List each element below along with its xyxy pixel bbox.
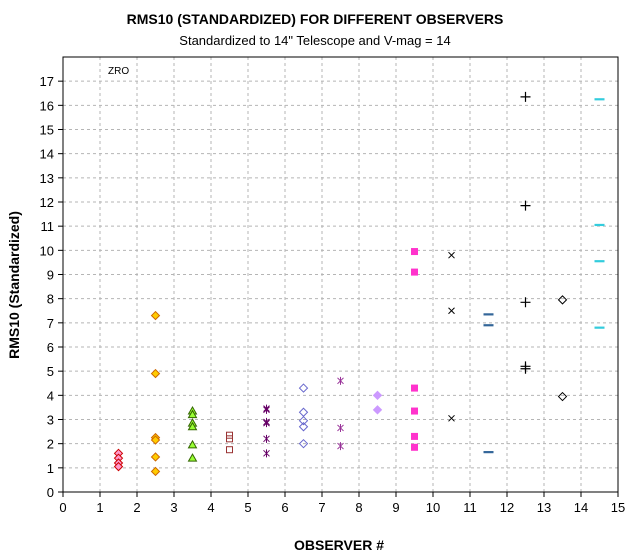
y-tick-label: 14 <box>40 147 54 162</box>
y-tick-label: 5 <box>47 364 54 379</box>
data-point <box>150 466 161 477</box>
x-tick-label: 9 <box>392 500 399 515</box>
x-tick-label: 7 <box>318 500 325 515</box>
x-tick-label: 4 <box>207 500 214 515</box>
plot-area: 0 1 2 3 4 5 6 7 8 9 10 11 12 13 14 15012345678910111213… <box>40 56 625 515</box>
y-tick-label: 13 <box>40 171 54 186</box>
data-point <box>411 248 418 256</box>
x-tick-label: 14 <box>574 500 588 515</box>
data-point <box>448 414 455 422</box>
y-tick-label: 1 <box>47 461 54 476</box>
x-tick-label: 8 <box>355 500 362 515</box>
data-point <box>113 461 124 472</box>
x-tick-label: 1 <box>96 500 103 515</box>
x-tick-label: 15 <box>611 500 625 515</box>
data-point <box>298 438 309 449</box>
data-point <box>150 452 161 462</box>
data-point <box>298 416 309 426</box>
y-tick-label: 15 <box>40 123 54 138</box>
data-point <box>337 423 344 432</box>
y-tick-label: 7 <box>47 316 54 331</box>
x-tick-label: 11 <box>463 500 477 515</box>
data-point <box>411 443 418 451</box>
annotation-zro: ZRO <box>108 66 129 77</box>
y-tick-label: 10 <box>40 243 54 258</box>
data-point <box>448 251 455 259</box>
y-tick-label: 2 <box>47 437 54 452</box>
x-tick-label: 3 <box>170 500 177 515</box>
data-point <box>187 409 198 419</box>
x-tick-label: 5 <box>244 500 251 515</box>
data-point <box>337 376 344 385</box>
data-point <box>298 383 309 393</box>
data-point <box>520 200 531 211</box>
x-axis-label: OBSERVER # <box>294 537 384 553</box>
data-point <box>150 368 161 379</box>
y-tick-label: 3 <box>47 413 54 428</box>
data-point <box>263 434 270 443</box>
data-point <box>226 446 233 454</box>
y-tick-label: 8 <box>47 292 54 307</box>
y-tick-label: 9 <box>47 268 54 283</box>
y-axis-label: RMS10 (Standardized) <box>6 211 22 359</box>
data-point <box>337 442 344 451</box>
data-point <box>263 405 270 414</box>
data-point <box>557 391 568 402</box>
data-point <box>411 432 418 440</box>
x-tick-label: 10 <box>426 500 440 515</box>
x-tick-label: 6 <box>281 500 288 515</box>
data-point <box>263 419 270 428</box>
data-point <box>298 422 309 432</box>
data-point <box>520 363 531 374</box>
data-point <box>520 297 531 308</box>
x-tick-label: 13 <box>537 500 551 515</box>
data-point <box>150 310 161 321</box>
y-tick-label: 6 <box>47 340 54 355</box>
data-point <box>411 268 418 276</box>
data-point <box>411 384 418 392</box>
data-point <box>187 453 198 462</box>
data-point <box>226 431 233 439</box>
data-point <box>372 390 383 401</box>
data-point <box>448 307 455 315</box>
y-tick-label: 16 <box>40 98 54 113</box>
data-point <box>557 295 568 305</box>
chart-subtitle: Standardized to 14" Telescope and V-mag … <box>179 33 450 48</box>
data-point <box>263 449 270 458</box>
y-tick-label: 17 <box>40 74 54 89</box>
data-point <box>187 421 198 431</box>
x-tick-label: 12 <box>500 500 514 515</box>
y-tick-label: 4 <box>47 388 54 403</box>
chart-title: RMS10 (STANDARDIZED) FOR DIFFERENT OBSER… <box>127 11 504 27</box>
data-point <box>372 405 383 415</box>
x-tick-label: 2 <box>133 500 140 515</box>
data-point <box>187 439 198 449</box>
y-tick-label: 0 <box>47 485 54 500</box>
data-point <box>411 407 418 415</box>
data-point <box>226 435 233 443</box>
x-tick-label: 0 <box>59 500 66 515</box>
data-point <box>150 435 161 445</box>
y-tick-label: 12 <box>40 195 54 210</box>
y-tick-label: 11 <box>41 219 55 234</box>
data-point <box>520 91 531 102</box>
